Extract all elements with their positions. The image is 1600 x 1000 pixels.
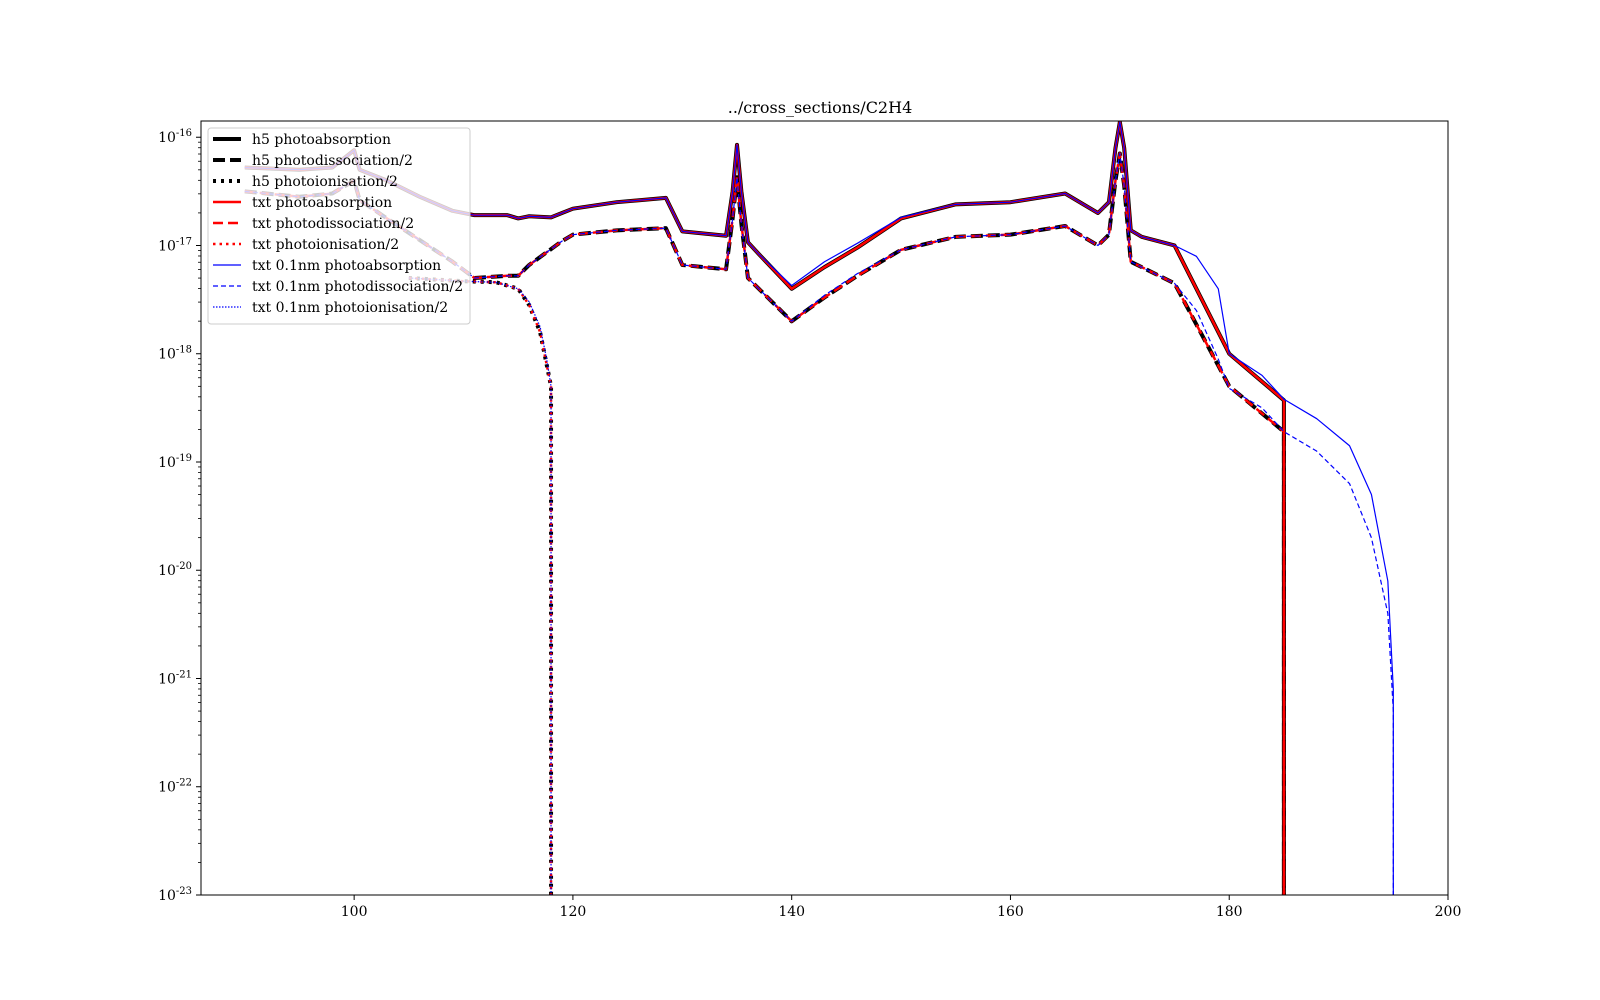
y-tick-label-exponent: -19 [176, 453, 192, 464]
legend-box [207, 127, 471, 325]
series-line-7 [244, 121, 1394, 895]
y-tick-label-exponent: -20 [176, 561, 192, 572]
legend-label: h5 photoionisation/2 [252, 174, 398, 190]
legend-label: txt photoabsorption [252, 195, 392, 211]
y-tick-label-base: 10 [158, 347, 176, 363]
y-tick-label-base: 10 [158, 130, 176, 146]
y-tick-label-base: 10 [158, 888, 176, 904]
y-tick-label: 10-16 [158, 128, 192, 146]
y-tick-label: 10-17 [158, 236, 192, 254]
legend-label: txt 0.1nm photodissociation/2 [252, 279, 463, 295]
series-line-8 [244, 152, 1394, 895]
legend-label: h5 photodissociation/2 [252, 153, 413, 169]
y-tick-label-base: 10 [158, 563, 176, 579]
legend: h5 photoabsorption h5 photodissociation/2… [207, 127, 471, 325]
legend-label: txt 0.1nm photoionisation/2 [252, 300, 448, 316]
y-tick-label: 10-19 [158, 453, 192, 471]
y-tick-label: 10-21 [158, 669, 192, 687]
chart-title: ../cross_sections/C2H4 [728, 98, 913, 117]
y-tick-label: 10-18 [158, 345, 192, 363]
legend-label: txt photoionisation/2 [252, 237, 399, 253]
x-axis: 100 120 140 160 180 200 [341, 895, 1462, 920]
y-tick-label-base: 10 [158, 455, 176, 471]
y-tick-label: 10-22 [158, 778, 192, 796]
x-tick-label: 120 [560, 904, 587, 920]
y-tick-label-exponent: -22 [176, 778, 192, 789]
series-line-3 [408, 275, 554, 895]
y-tick-label-base: 10 [158, 238, 176, 254]
legend-label: txt photodissociation/2 [252, 216, 414, 232]
x-tick-label: 180 [1216, 904, 1243, 920]
y-tick-label-base: 10 [158, 780, 176, 796]
series-line-9 [408, 277, 552, 895]
y-tick-label-exponent: -18 [176, 345, 192, 356]
y-tick-label-exponent: -16 [176, 128, 192, 139]
x-tick-label: 140 [778, 904, 805, 920]
x-tick-label: 160 [997, 904, 1024, 920]
series-line-6 [408, 276, 553, 895]
y-tick-label: 10-23 [158, 886, 192, 904]
y-tick-label: 10-20 [158, 561, 192, 579]
legend-label: h5 photoabsorption [252, 132, 391, 148]
y-tick-label-exponent: -23 [176, 886, 192, 897]
y-tick-label-exponent: -17 [176, 236, 192, 247]
x-tick-label: 100 [341, 904, 368, 920]
plot-frame [200, 120, 1449, 896]
x-tick-label: 200 [1435, 904, 1462, 920]
y-tick-label-exponent: -21 [176, 669, 192, 680]
y-tick-label-base: 10 [158, 671, 176, 687]
legend-label: txt 0.1nm photoabsorption [252, 258, 441, 274]
